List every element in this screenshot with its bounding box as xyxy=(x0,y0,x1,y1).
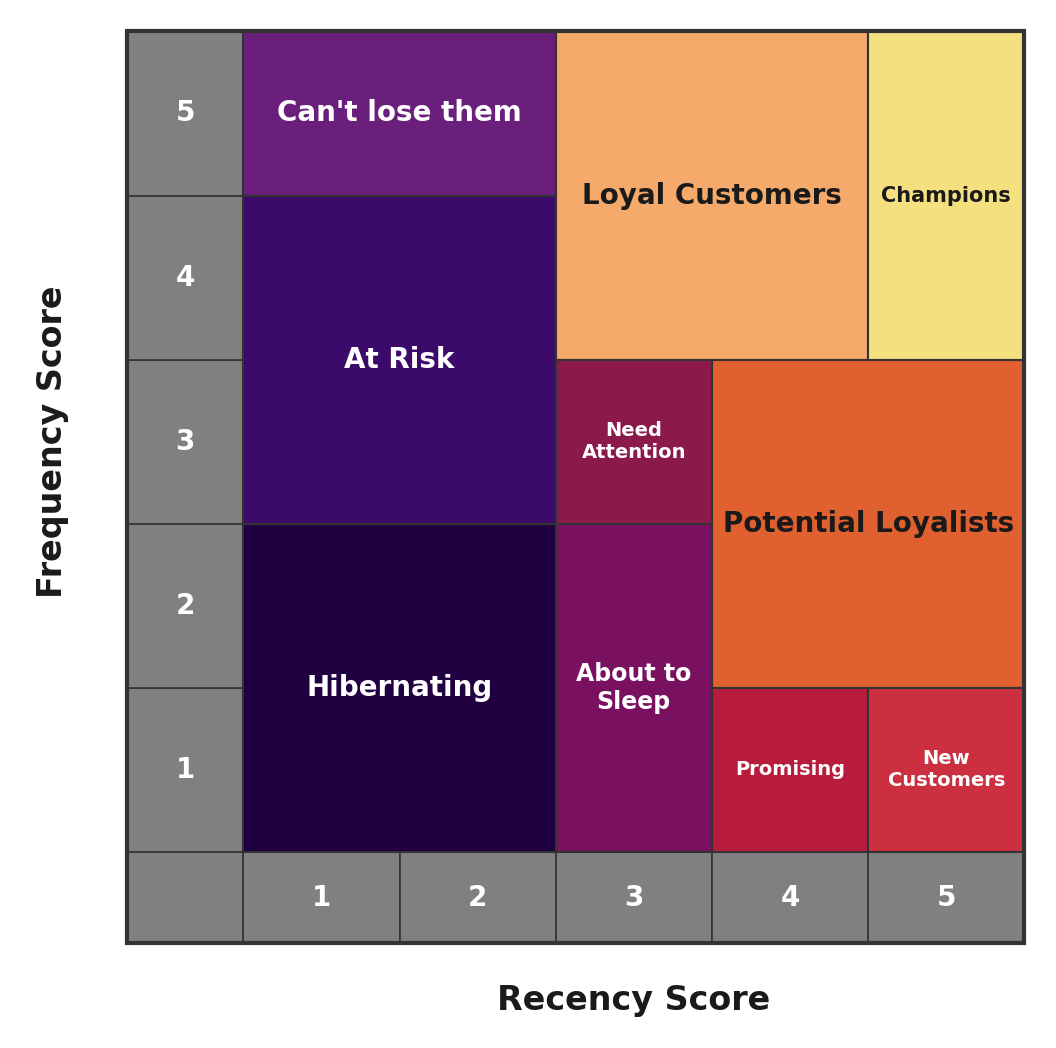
Text: 2: 2 xyxy=(175,592,194,619)
Text: Need
Attention: Need Attention xyxy=(582,421,686,462)
Text: 1: 1 xyxy=(175,756,194,784)
Text: 3: 3 xyxy=(624,883,643,912)
Bar xyxy=(243,196,555,524)
Bar xyxy=(127,31,1024,943)
Bar xyxy=(127,359,243,524)
Bar xyxy=(868,31,1024,359)
Bar xyxy=(127,852,243,943)
Text: 4: 4 xyxy=(175,264,194,291)
Text: Recency Score: Recency Score xyxy=(497,984,771,1018)
Bar xyxy=(243,31,555,196)
Text: 5: 5 xyxy=(175,100,194,128)
Bar xyxy=(127,196,243,359)
Bar xyxy=(555,852,712,943)
Text: Potential Loyalists: Potential Loyalists xyxy=(722,509,1014,538)
Bar xyxy=(555,524,712,852)
Bar xyxy=(127,524,243,687)
Text: 5: 5 xyxy=(937,883,956,912)
Bar xyxy=(868,852,1024,943)
Text: Champions: Champions xyxy=(882,185,1011,205)
Text: 1: 1 xyxy=(312,883,332,912)
Bar xyxy=(243,852,399,943)
Text: Loyal Customers: Loyal Customers xyxy=(582,181,842,210)
Bar xyxy=(555,359,712,524)
Text: 2: 2 xyxy=(468,883,488,912)
Text: Hibernating: Hibernating xyxy=(306,674,493,702)
Bar xyxy=(399,852,555,943)
Bar xyxy=(712,852,868,943)
Text: Promising: Promising xyxy=(735,761,845,780)
Text: 4: 4 xyxy=(780,883,799,912)
Text: Can't lose them: Can't lose them xyxy=(278,100,522,128)
Text: 3: 3 xyxy=(175,428,194,456)
Bar xyxy=(127,687,243,852)
Bar xyxy=(555,31,868,359)
Bar xyxy=(868,687,1024,852)
Bar xyxy=(243,524,555,852)
Bar xyxy=(712,687,868,852)
Text: About to
Sleep: About to Sleep xyxy=(577,662,692,714)
Bar xyxy=(127,31,243,196)
Text: At Risk: At Risk xyxy=(344,346,455,374)
Text: New
Customers: New Customers xyxy=(887,749,1005,790)
Bar xyxy=(712,359,1024,687)
Text: Frequency Score: Frequency Score xyxy=(36,285,70,598)
